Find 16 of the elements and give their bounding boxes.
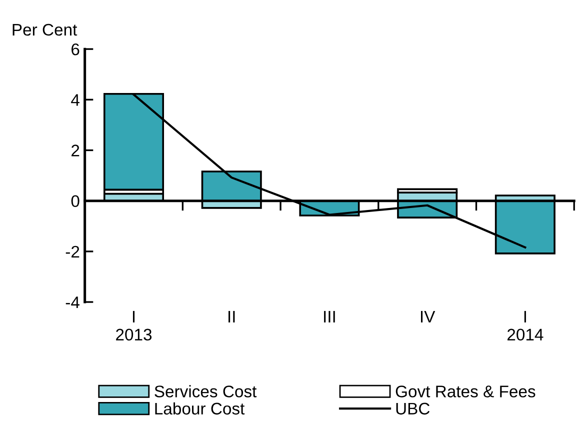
- y-tick-label: 2: [72, 144, 80, 156]
- x-tick-label: I 2014: [507, 310, 544, 341]
- legend-label: Services Cost: [154, 385, 257, 398]
- x-tick-label: I 2013: [116, 310, 152, 341]
- legend-label: Govt Rates & Fees: [396, 386, 536, 398]
- y-axis-title: Per Cent: [12, 24, 78, 36]
- y-tick-label: 6: [72, 43, 80, 56]
- legend-label: Labour Cost: [155, 402, 245, 415]
- y-tick-label: 4: [71, 94, 80, 106]
- y-tick-label: -4: [66, 296, 80, 308]
- legend-label: UBC: [396, 402, 430, 415]
- y-tick-label: 0: [71, 195, 80, 208]
- x-tick-label: II: [228, 310, 235, 322]
- x-tick-label: IV: [420, 310, 436, 322]
- x-tick-label: III: [324, 310, 335, 322]
- y-tick-label: -2: [66, 246, 80, 258]
